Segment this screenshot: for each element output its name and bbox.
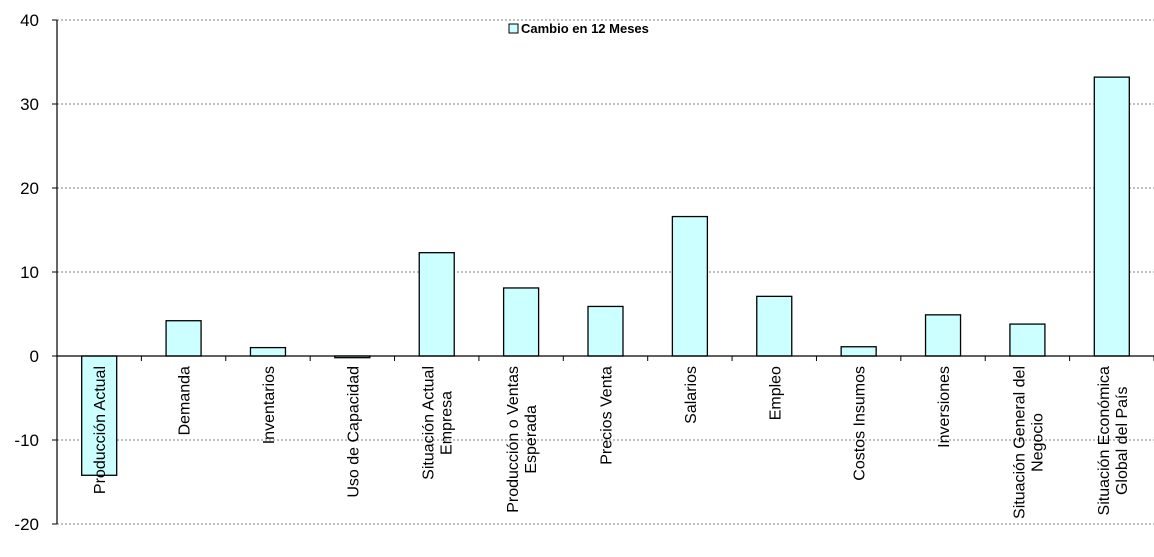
x-category-label: Uso de Capacidad [345,366,362,498]
y-tick-label: 40 [20,11,39,30]
category-labels: Producción Actual Demanda Inventarios Uso d… [92,366,1131,519]
x-category-label: Producción o VentasEsperada [505,366,540,513]
bar [1093,76,1130,357]
x-category-label: Empleo [767,366,784,420]
y-tick-label: 0 [30,347,39,366]
x-category-label: Demanda [177,366,194,435]
y-tick-label: -10 [14,431,39,450]
bar [165,320,202,357]
x-category-label: Precios Venta [599,366,616,465]
bar [587,305,624,357]
bar [924,314,962,357]
x-category-label: Inventarios [261,366,278,444]
x-category-label: Inversiones [936,366,953,448]
bar [418,252,455,357]
x-category-label: Situación ActualEmpresa [421,366,456,480]
bar [1009,323,1046,357]
legend-swatch [508,23,519,34]
y-tick-label: 30 [20,95,39,114]
gridlines [57,19,1154,525]
y-axis-ticks: -20 -10 0 10 20 30 40 [14,11,57,534]
x-category-label: Producción Actual [92,366,109,494]
x-category-label: Costos Insumos [852,366,869,481]
bar [840,346,877,357]
bar [81,355,118,476]
bars [81,76,1130,476]
x-category-label: Salarios [683,366,700,424]
y-tick-label: 20 [20,179,39,198]
legend-label: Cambio en 12 Meses [521,21,649,36]
bar [502,287,540,357]
y-tick-label: 10 [20,263,39,282]
x-category-label: Situación EconómicaGlobal del País [1096,366,1131,516]
x-category-label: Situación General delNegocio [1011,366,1046,519]
bar [756,295,793,357]
legend: Cambio en 12 Meses [508,21,649,36]
bar [249,346,287,357]
bar [671,215,709,357]
y-tick-label: -20 [14,515,39,534]
